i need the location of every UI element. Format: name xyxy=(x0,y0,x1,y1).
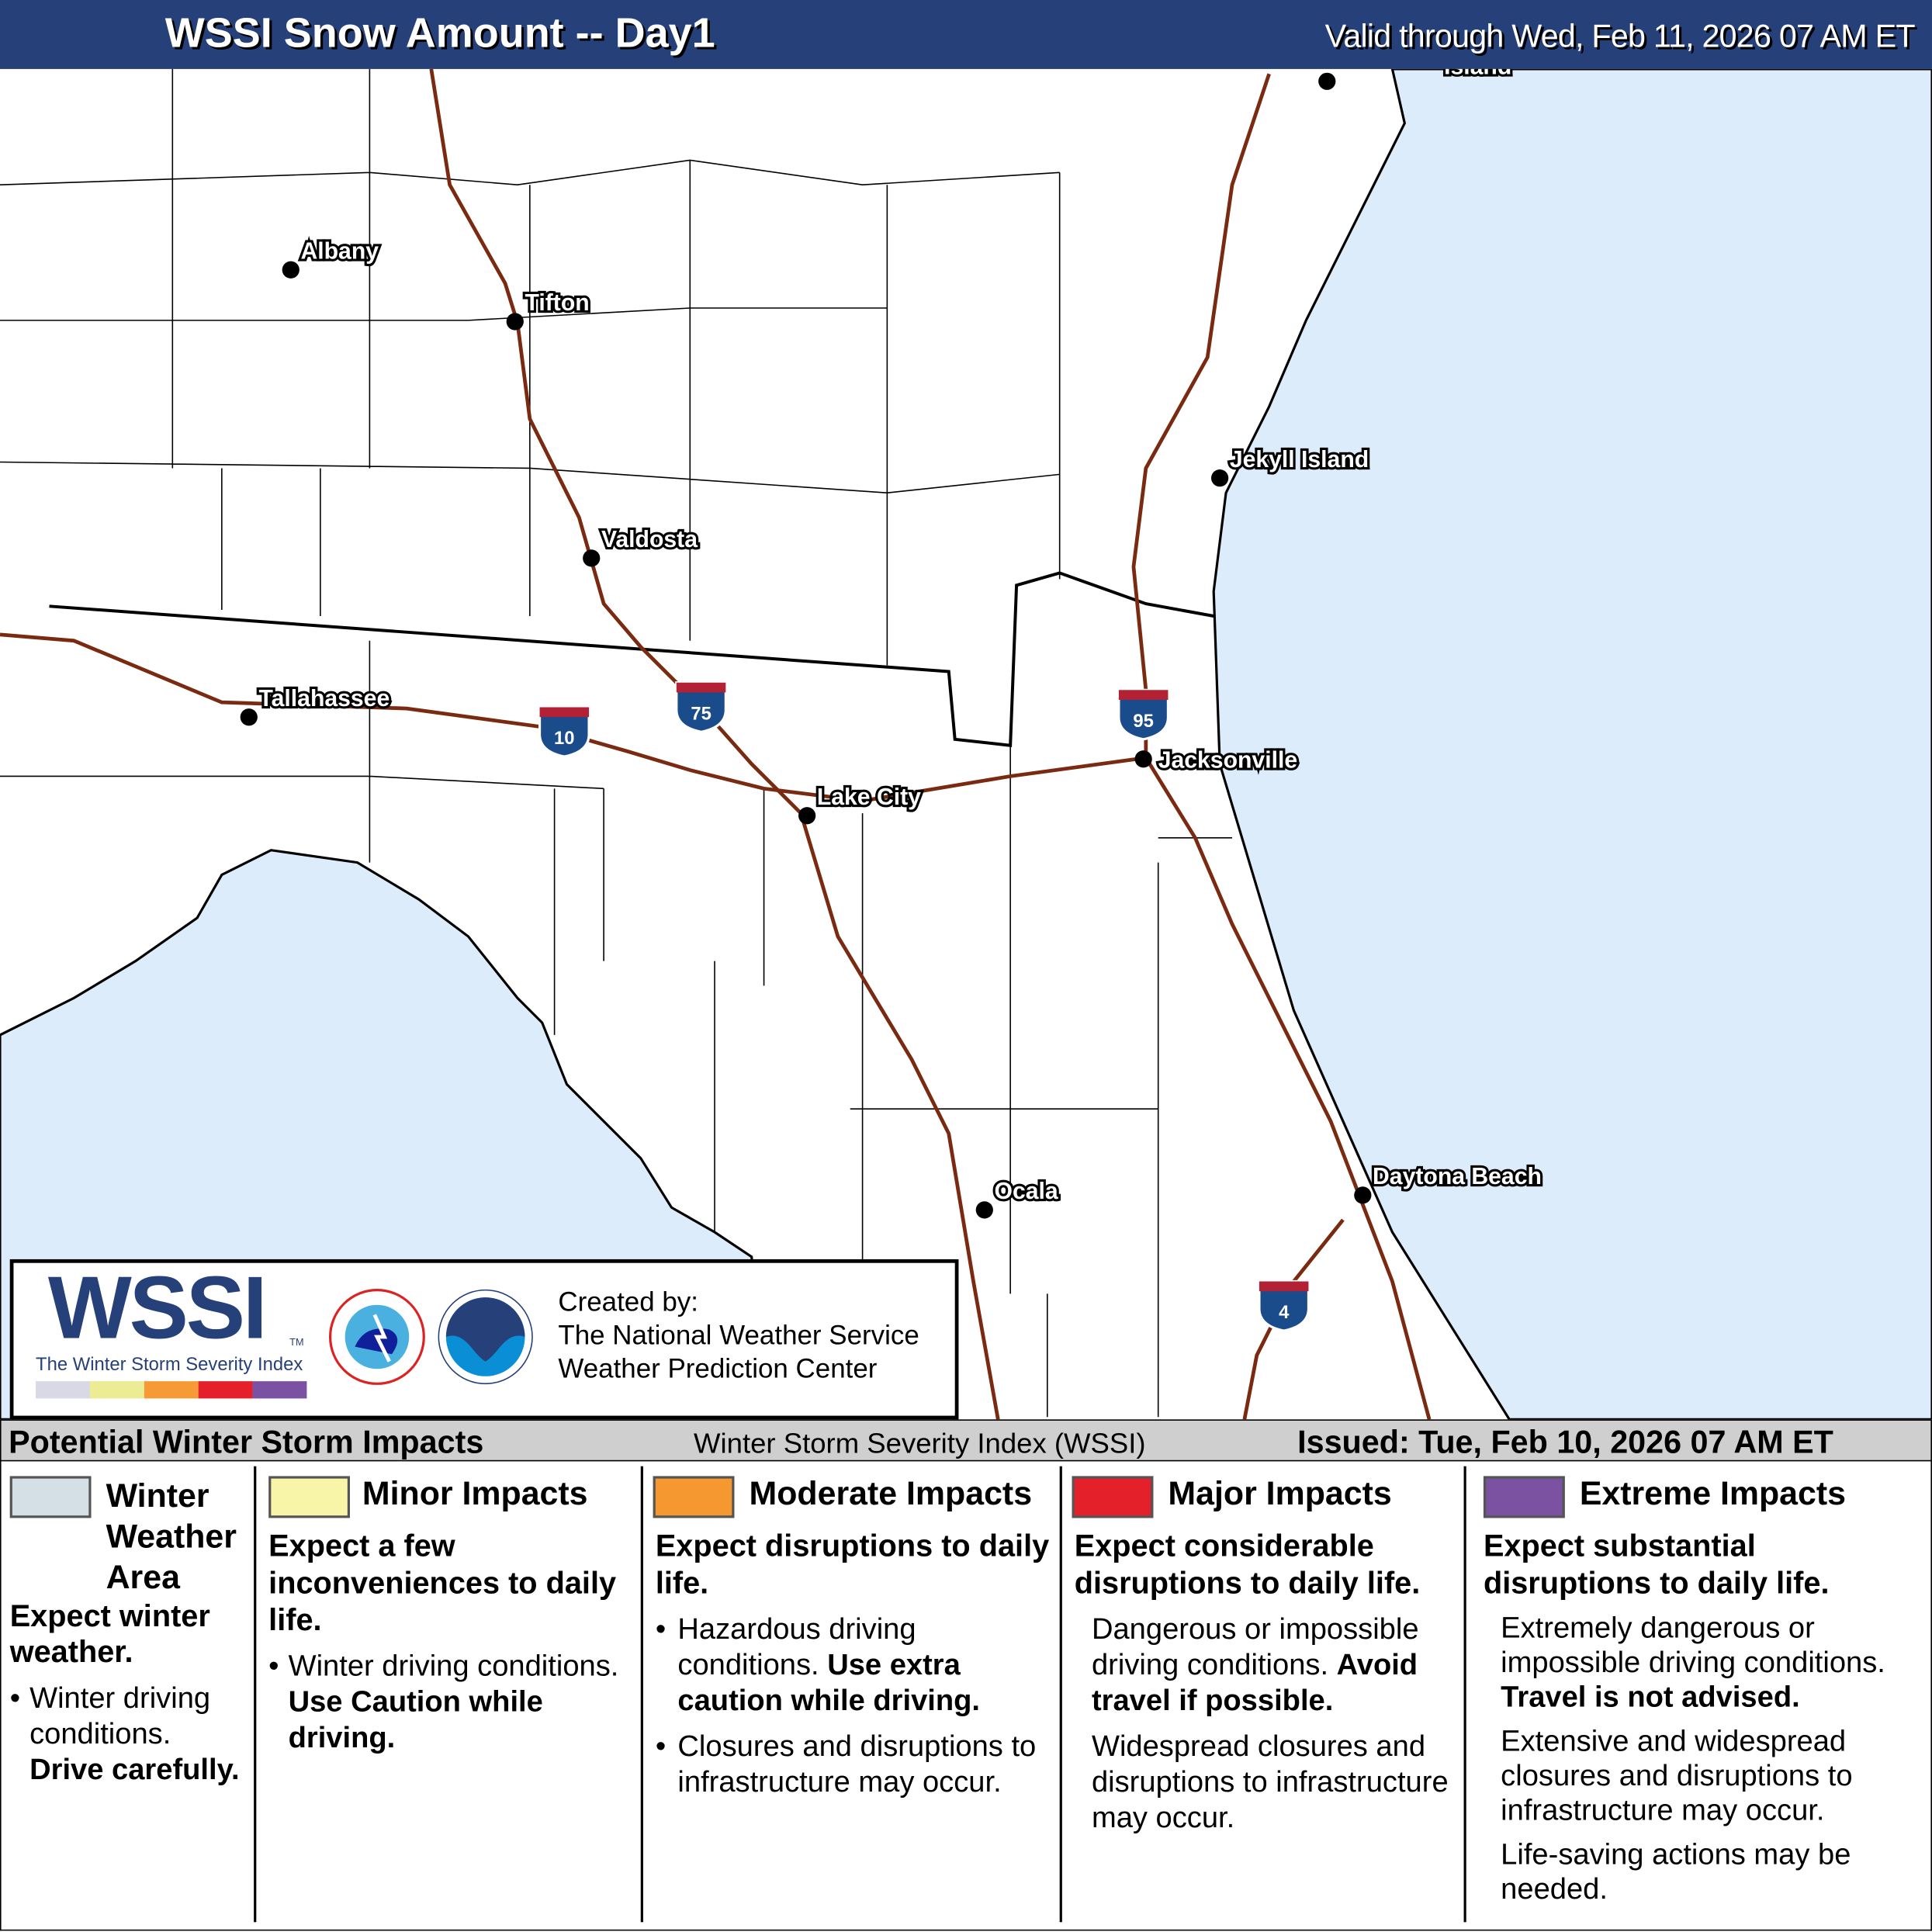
bar-swatch xyxy=(89,1381,144,1399)
svg-text:10: 10 xyxy=(554,728,575,749)
divider xyxy=(1463,1466,1466,1923)
bar-swatch xyxy=(36,1381,90,1399)
svg-text:Valdosta: Valdosta xyxy=(601,527,698,552)
column-title: Winter Weather Area xyxy=(106,1477,237,1596)
bullet: • Hazardous driving conditions. Use extra… xyxy=(655,1612,981,1718)
column-title: Minor Impacts xyxy=(362,1474,588,1512)
created-by-label: Created by: xyxy=(558,1286,698,1317)
svg-text:Ocala: Ocala xyxy=(995,1179,1058,1204)
column-title: Major Impacts xyxy=(1168,1474,1392,1512)
bullet: • Winter driving conditions. Use Caution … xyxy=(268,1650,619,1755)
city-lake-city: Lake City xyxy=(798,782,923,825)
legend-header: Potential Winter Storm Impacts Winter St… xyxy=(0,1419,1932,1462)
bullet: • Winter driving conditions. Drive carefu… xyxy=(9,1681,240,1787)
column-summary: Expect considerable disruptions to daily… xyxy=(1074,1529,1421,1601)
map: 10 75 95 4 Albany Tifton Valdosta Tallah… xyxy=(0,68,1932,1420)
legend-index-name: Winter Storm Severity Index (WSSI) xyxy=(694,1426,1146,1459)
column-body: Expect disruptions to daily life. • Hazar… xyxy=(656,1528,1058,1810)
legend-moderate-impacts: Moderate Impacts Expect disruptions to d… xyxy=(650,1461,1057,1924)
wssi-subtitle: The Winter Storm Severity Index xyxy=(36,1354,303,1376)
detail: Life-saving actions may be needed. xyxy=(1501,1838,1851,1906)
svg-text:Tifton: Tifton xyxy=(525,290,589,316)
divider xyxy=(640,1466,643,1923)
svg-text:Jacksonville: Jacksonville xyxy=(1158,747,1297,773)
svg-text:Lake City: Lake City xyxy=(817,784,921,810)
bar-swatch xyxy=(144,1381,199,1399)
bullet: • Closures and disruptions to infrastruct… xyxy=(655,1729,1037,1799)
swatch xyxy=(268,1476,350,1518)
svg-text:Daytona Beach: Daytona Beach xyxy=(1373,1164,1542,1189)
nws-noaa-logos xyxy=(328,1289,533,1385)
column-title: Moderate Impacts xyxy=(749,1474,1033,1512)
atlantic-ocean xyxy=(1212,68,1932,1420)
city-daytona-beach: Daytona Beach xyxy=(1354,1162,1544,1204)
city-albany: Albany xyxy=(282,236,381,279)
city-tifton: Tifton xyxy=(506,288,592,331)
column-body: Expect a few inconveniences to daily lif… xyxy=(268,1528,638,1765)
legend-title: Potential Winter Storm Impacts xyxy=(9,1423,484,1460)
i10-shield: 10 xyxy=(538,705,590,758)
divider xyxy=(254,1466,257,1923)
legend-minor-impacts: Minor Impacts Expect a few inconvenience… xyxy=(266,1461,639,1924)
svg-text:75: 75 xyxy=(691,703,711,724)
city-tallahassee: Tallahassee xyxy=(240,684,392,726)
detail: Extensive and widespread closures and di… xyxy=(1501,1725,1853,1828)
swatch xyxy=(1483,1476,1565,1518)
issued-time: Issued: Tue, Feb 10, 2026 07 AM ET xyxy=(1297,1423,1833,1460)
detail: Extremely dangerous or impossible drivin… xyxy=(1501,1612,1885,1714)
legend-major-impacts: Major Impacts Expect considerable disrup… xyxy=(1072,1461,1462,1924)
i95-shield: 95 xyxy=(1117,688,1170,741)
legend-winter-weather-area: Winter Weather Area Expect winter weathe… xyxy=(9,1461,251,1924)
divider xyxy=(1059,1466,1062,1923)
org-wpc: Weather Prediction Center xyxy=(558,1352,878,1384)
trademark: TM xyxy=(289,1336,304,1349)
interstate-75 xyxy=(429,68,1000,1420)
svg-text:Island: Island xyxy=(1444,69,1511,79)
map-title: WSSI Snow Amount -- Day1 xyxy=(164,9,715,57)
column-summary: Expect disruptions to daily life. xyxy=(655,1529,1050,1601)
valid-through: Valid through Wed, Feb 11, 2026 07 AM ET xyxy=(1324,17,1916,54)
city-valdosta: Valdosta xyxy=(583,525,700,567)
legend-frame xyxy=(0,1459,1932,1931)
created-by: Created by: The National Weather Service… xyxy=(558,1285,919,1385)
detail: Dangerous or impossible driving conditio… xyxy=(1091,1612,1419,1718)
swatch xyxy=(9,1476,92,1518)
swatch xyxy=(1072,1476,1154,1518)
city-jacksonville: Jacksonville xyxy=(1134,745,1300,776)
nws-logo-icon xyxy=(328,1289,425,1385)
bar-swatch xyxy=(198,1381,253,1399)
city-island: Island xyxy=(1318,69,1514,90)
column-body: Expect considerable disruptions to daily… xyxy=(1075,1528,1462,1846)
header: WSSI Snow Amount -- Day1 Valid through W… xyxy=(0,0,1932,69)
city-ocala: Ocala xyxy=(975,1176,1061,1219)
i4-shield: 4 xyxy=(1258,1279,1311,1332)
column-summary: Expect substantial disruptions to daily … xyxy=(1483,1529,1830,1601)
cities: Albany Tifton Valdosta Tallahassee Lake … xyxy=(240,69,1544,1219)
interstate-shields: 10 75 95 4 xyxy=(538,681,1311,1332)
svg-text:Albany: Albany xyxy=(300,238,379,264)
column-title: Extreme Impacts xyxy=(1579,1474,1846,1512)
detail: Widespread closures and disruptions to i… xyxy=(1091,1729,1449,1835)
bar-swatch xyxy=(252,1381,307,1399)
org-nws: The National Weather Service xyxy=(558,1319,919,1351)
state-line xyxy=(49,571,1214,747)
legend-extreme-impacts: Extreme Impacts Expect substantial disru… xyxy=(1481,1461,1927,1924)
noaa-logo-icon xyxy=(438,1289,533,1385)
svg-text:Tallahassee: Tallahassee xyxy=(258,686,390,712)
svg-text:Jekyll Island: Jekyll Island xyxy=(1230,447,1369,473)
column-summary: Expect winter weather. xyxy=(9,1599,210,1670)
svg-text:4: 4 xyxy=(1279,1302,1290,1323)
city-jekyll-island: Jekyll Island xyxy=(1211,445,1371,487)
wssi-logo: WSSI xyxy=(47,1259,268,1358)
county-lines xyxy=(0,68,1233,1418)
column-body: Expect winter weather. • Winter driving c… xyxy=(10,1599,251,1798)
wssi-color-bar xyxy=(36,1381,307,1399)
column-summary: Expect a few inconveniences to daily lif… xyxy=(268,1529,617,1638)
column-body: Expect substantial disruptions to daily … xyxy=(1484,1528,1927,1917)
credits-box: WSSI TM The Winter Storm Severity Index … xyxy=(9,1259,959,1420)
i75-shield: 75 xyxy=(675,681,727,733)
swatch xyxy=(653,1476,735,1518)
svg-text:95: 95 xyxy=(1133,711,1154,732)
